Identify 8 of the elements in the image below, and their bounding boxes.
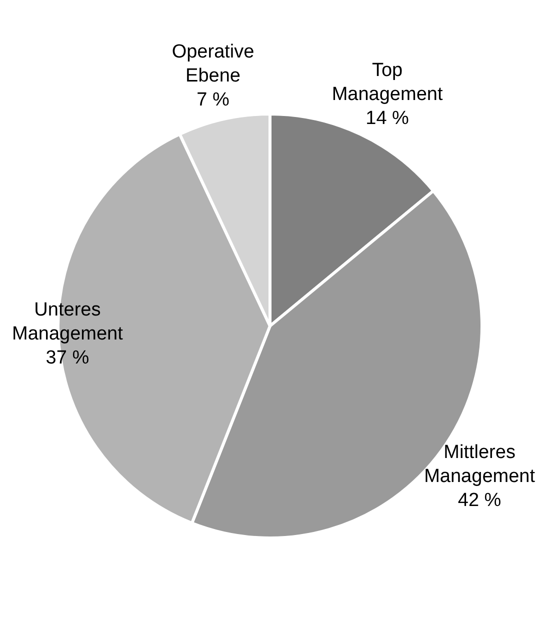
slice-label: Unteres Management <box>12 300 124 345</box>
slice-label: Mittleres Management <box>424 442 536 487</box>
slice-label: Operative Ebene <box>172 42 254 87</box>
data-label: 7 % <box>196 90 230 111</box>
data-label: 14 % <box>366 108 410 129</box>
slice-label: Top Management <box>332 60 444 105</box>
data-label: 42 % <box>458 490 502 511</box>
data-label: 37 % <box>46 348 90 369</box>
